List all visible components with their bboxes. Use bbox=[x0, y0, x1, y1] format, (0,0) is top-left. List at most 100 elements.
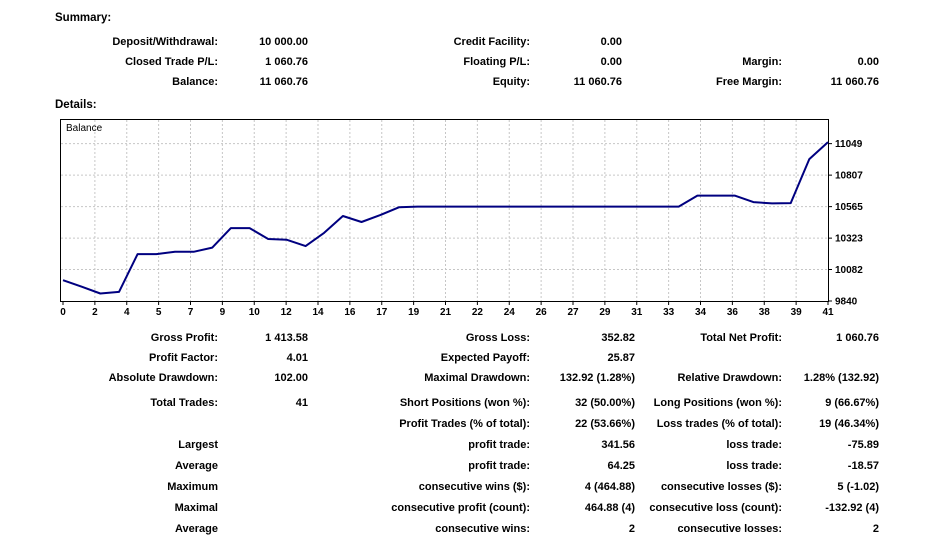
field-label: Credit Facility: bbox=[453, 36, 530, 48]
svg-text:11049: 11049 bbox=[835, 139, 863, 150]
field-value: 22 (53.66%) bbox=[575, 418, 635, 430]
field-label: Relative Drawdown: bbox=[677, 372, 782, 384]
field-value: 132.92 (1.28%) bbox=[559, 372, 635, 384]
field-label: consecutive profit (count): bbox=[391, 502, 530, 514]
field-value: 0.00 bbox=[857, 56, 879, 68]
svg-text:4: 4 bbox=[124, 307, 130, 318]
svg-text:19: 19 bbox=[408, 307, 420, 318]
svg-text:29: 29 bbox=[599, 307, 611, 318]
field-label: Loss trades (% of total): bbox=[656, 418, 782, 430]
svg-text:16: 16 bbox=[344, 307, 356, 318]
field-value: 1 060.76 bbox=[836, 332, 879, 344]
field-label: Short Positions (won %): bbox=[399, 397, 530, 409]
summary-heading: Summary: bbox=[55, 12, 112, 24]
field-label: Long Positions (won %): bbox=[653, 397, 782, 409]
field-value: -132.92 (4) bbox=[825, 502, 879, 514]
svg-text:39: 39 bbox=[791, 307, 803, 318]
field-label: consecutive losses ($): bbox=[660, 481, 782, 493]
svg-text:34: 34 bbox=[695, 307, 707, 318]
field-value: -75.89 bbox=[847, 439, 879, 451]
field-label: profit trade: bbox=[468, 439, 530, 451]
field-label: Floating P/L: bbox=[463, 56, 530, 68]
field-label: Gross Loss: bbox=[465, 332, 530, 344]
svg-text:22: 22 bbox=[472, 307, 484, 318]
field-value: 10 000.00 bbox=[259, 36, 308, 48]
field-label: Maximum bbox=[167, 481, 218, 493]
stats-row: Average profit trade: 64.25 loss trade: … bbox=[0, 456, 933, 476]
field-label: Profit Trades (% of total): bbox=[399, 418, 530, 430]
field-label: loss trade: bbox=[726, 460, 782, 472]
field-label: Total Net Profit: bbox=[700, 332, 782, 344]
field-label: Largest bbox=[178, 439, 218, 451]
field-value: 25.87 bbox=[607, 352, 635, 364]
field-label: Free Margin: bbox=[715, 76, 782, 88]
field-label: Closed Trade P/L: bbox=[125, 56, 218, 68]
field-label: loss trade: bbox=[726, 439, 782, 451]
field-label: Maximal Drawdown: bbox=[424, 372, 530, 384]
svg-text:9: 9 bbox=[220, 307, 226, 318]
svg-text:12: 12 bbox=[281, 307, 293, 318]
field-label: Absolute Drawdown: bbox=[108, 372, 218, 384]
field-value: 32 (50.00%) bbox=[575, 397, 635, 409]
field-label: Maximal bbox=[174, 502, 218, 514]
field-value: -18.57 bbox=[847, 460, 879, 472]
field-value: 352.82 bbox=[601, 332, 635, 344]
svg-text:10807: 10807 bbox=[835, 171, 863, 182]
svg-text:31: 31 bbox=[631, 307, 643, 318]
field-value: 1 060.76 bbox=[265, 56, 308, 68]
stats-row: Average consecutive wins: 2 consecutive … bbox=[0, 519, 933, 536]
field-label: Expected Payoff: bbox=[440, 352, 530, 364]
stats-row: Absolute Drawdown: 102.00 Maximal Drawdo… bbox=[0, 368, 933, 388]
svg-text:27: 27 bbox=[567, 307, 579, 318]
field-label: Gross Profit: bbox=[150, 332, 218, 344]
svg-text:14: 14 bbox=[312, 307, 324, 318]
svg-text:21: 21 bbox=[440, 307, 452, 318]
field-label: Equity: bbox=[492, 76, 530, 88]
field-value: 0.00 bbox=[600, 56, 622, 68]
field-label: Profit Factor: bbox=[148, 352, 218, 364]
svg-text:10: 10 bbox=[249, 307, 261, 318]
field-value: 1.28% (132.92) bbox=[803, 372, 879, 384]
stats-row: Maximum consecutive wins ($): 4 (464.88)… bbox=[0, 477, 933, 497]
field-label: Balance: bbox=[172, 76, 218, 88]
svg-text:9840: 9840 bbox=[835, 297, 858, 308]
svg-text:36: 36 bbox=[727, 307, 739, 318]
field-value: 4.01 bbox=[286, 352, 308, 364]
field-label: consecutive wins ($): bbox=[418, 481, 530, 493]
svg-text:24: 24 bbox=[504, 307, 516, 318]
svg-text:38: 38 bbox=[759, 307, 771, 318]
field-label: Total Trades: bbox=[150, 397, 218, 409]
summary-row: Closed Trade P/L: 1 060.76 Floating P/L:… bbox=[0, 52, 933, 72]
field-value: 0.00 bbox=[600, 36, 622, 48]
field-value: 464.88 (4) bbox=[584, 502, 635, 514]
field-value: 2 bbox=[872, 523, 879, 535]
svg-text:0: 0 bbox=[60, 307, 66, 318]
field-label: consecutive loss (count): bbox=[649, 502, 782, 514]
details-heading: Details: bbox=[55, 99, 97, 111]
field-value: 64.25 bbox=[607, 460, 635, 472]
field-label: Average bbox=[174, 523, 218, 535]
field-value: 11 060.76 bbox=[259, 76, 308, 88]
field-value: 19 (46.34%) bbox=[819, 418, 879, 430]
field-value: 11 060.76 bbox=[573, 76, 622, 88]
svg-text:10323: 10323 bbox=[835, 234, 863, 245]
stats-row: Profit Trades (% of total): 22 (53.66%) … bbox=[0, 414, 933, 434]
svg-text:10565: 10565 bbox=[835, 202, 863, 213]
svg-text:5: 5 bbox=[156, 307, 162, 318]
stats-row: Maximal consecutive profit (count): 464.… bbox=[0, 498, 933, 518]
summary-row: Balance: 11 060.76 Equity: 11 060.76 Fre… bbox=[0, 72, 933, 92]
stats-row: Profit Factor: 4.01 Expected Payoff: 25.… bbox=[0, 348, 933, 368]
svg-text:26: 26 bbox=[536, 307, 548, 318]
field-value: 341.56 bbox=[601, 439, 635, 451]
field-value: 9 (66.67%) bbox=[825, 397, 879, 409]
field-value: 5 (-1.02) bbox=[837, 481, 879, 493]
stats-row: Gross Profit: 1 413.58 Gross Loss: 352.8… bbox=[0, 328, 933, 348]
svg-text:41: 41 bbox=[822, 307, 834, 318]
field-value: 4 (464.88) bbox=[584, 481, 635, 493]
svg-text:17: 17 bbox=[376, 307, 388, 318]
field-value: 102.00 bbox=[274, 372, 308, 384]
field-value: 11 060.76 bbox=[830, 76, 879, 88]
field-value: 2 bbox=[628, 523, 635, 535]
